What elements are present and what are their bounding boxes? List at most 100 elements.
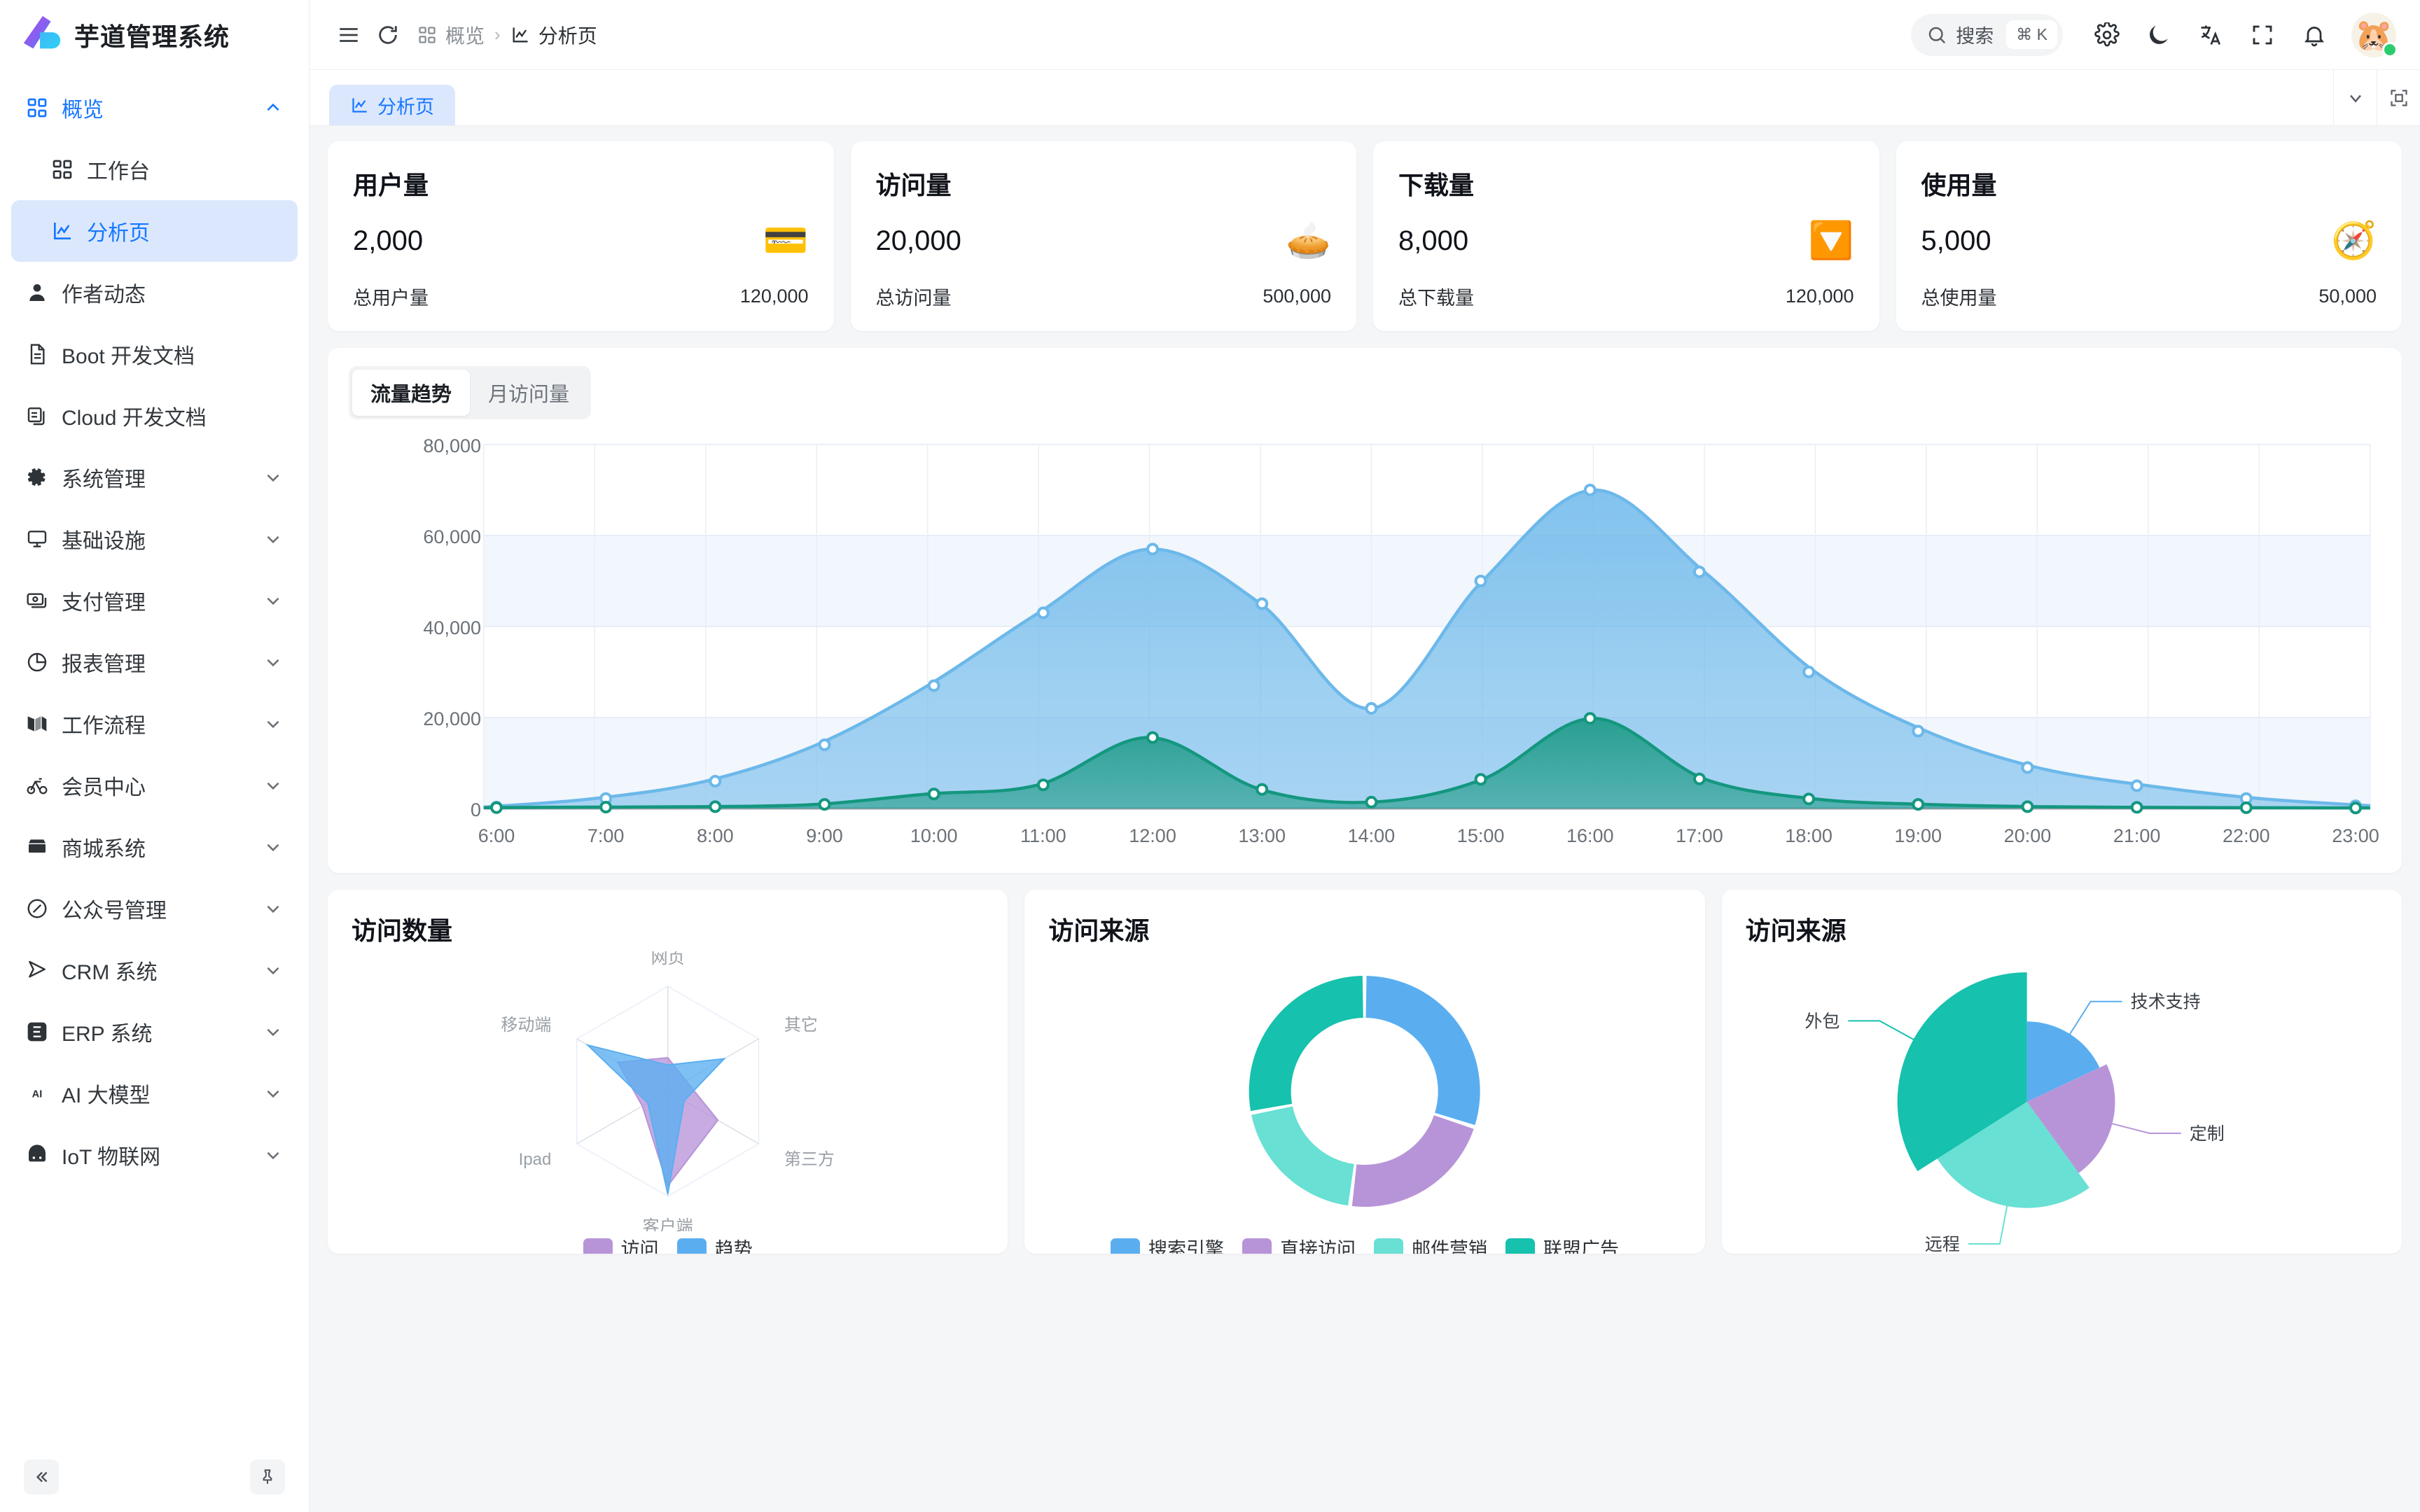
- breadcrumb-item-analysis[interactable]: 分析页: [510, 21, 597, 49]
- chevron-down-icon[interactable]: [263, 713, 284, 734]
- avatar[interactable]: 🐹: [2351, 12, 2398, 57]
- sidebar-item-infrastructure[interactable]: 基础设施: [11, 508, 298, 570]
- donut-legend: 搜索引擎 直接访问 邮件营销: [1048, 1234, 1681, 1254]
- svg-text:20,000: 20,000: [423, 708, 481, 729]
- legend-swatch: [676, 1238, 707, 1254]
- svg-text:12:00: 12:00: [1129, 825, 1176, 846]
- breadcrumb-label: 分析页: [538, 24, 597, 47]
- trend-tab-monthly[interactable]: 月访问量: [488, 384, 570, 406]
- chevron-down-icon[interactable]: [263, 652, 284, 673]
- bell-icon[interactable]: [2293, 13, 2336, 57]
- legend-item-direct-visit[interactable]: 直接访问: [1242, 1234, 1356, 1254]
- sidebar-item-payment-management[interactable]: 支付管理: [11, 570, 298, 631]
- legend-label: 联盟广告: [1543, 1239, 1619, 1254]
- grid-icon: [25, 96, 49, 120]
- stat-card-foot-value: 120,000: [739, 286, 809, 307]
- refresh-icon[interactable]: [368, 15, 408, 55]
- collapse-sidebar-button[interactable]: [24, 1460, 59, 1494]
- chevron-down-icon[interactable]: [263, 1083, 284, 1104]
- compass-clock-icon: 🧭: [2331, 220, 2377, 261]
- card-title: 访问来源: [1048, 916, 1150, 945]
- sidebar-item-author-news[interactable]: 作者动态: [11, 262, 298, 323]
- stat-card-foot-value: 50,000: [2318, 286, 2377, 307]
- brand[interactable]: 芋道管理系统: [0, 0, 309, 70]
- chevron-down-icon[interactable]: [263, 1021, 284, 1042]
- sidebar-item-erp-system[interactable]: ERP 系统: [11, 1001, 298, 1063]
- chevron-down-icon[interactable]: [263, 775, 284, 796]
- chevron-down-icon[interactable]: [263, 467, 284, 488]
- chevron-down-icon[interactable]: [2333, 69, 2377, 126]
- breadcrumb-item-overview[interactable]: 概览: [417, 21, 485, 49]
- chevron-down-icon[interactable]: [263, 590, 284, 611]
- sidebar-item-workbench[interactable]: 工作台: [11, 139, 298, 200]
- sidebar-item-iot[interactable]: IoT 物联网: [11, 1124, 298, 1186]
- sidebar-item-ai-model[interactable]: AI AI 大模型: [11, 1063, 298, 1124]
- donut-chart: 搜索引擎 直接访问 邮件营销: [1048, 951, 1681, 1254]
- svg-text:客户端: 客户端: [643, 1217, 693, 1231]
- svg-text:0: 0: [471, 799, 481, 820]
- legend-item-visit[interactable]: 访问: [583, 1234, 659, 1254]
- shop-icon: [25, 835, 49, 859]
- gear-icon[interactable]: [2085, 13, 2129, 57]
- svg-text:80,000: 80,000: [423, 438, 481, 456]
- topbar: 概览 › 分析页 搜索 ⌘ K: [310, 0, 2420, 70]
- fullscreen-icon[interactable]: [2241, 13, 2284, 57]
- hamburger-icon[interactable]: [329, 15, 368, 55]
- chevron-down-icon[interactable]: [263, 1144, 284, 1166]
- sidebar-item-workflow[interactable]: 工作流程: [11, 693, 298, 755]
- sidebar-item-analysis[interactable]: 分析页: [11, 200, 298, 262]
- stat-card-title: 下载量: [1398, 171, 1475, 200]
- chevron-up-icon[interactable]: [263, 97, 284, 118]
- sidebar-item-member-center[interactable]: 会员中心: [11, 755, 298, 816]
- sidebar-item-boot-docs[interactable]: Boot 开发文档: [11, 323, 298, 385]
- sidebar-item-overview[interactable]: 概览: [11, 77, 298, 139]
- sidebar-item-label: 会员中心: [62, 776, 146, 799]
- svg-text:6:00: 6:00: [478, 825, 515, 846]
- sidebar-item-label: 公众号管理: [62, 899, 167, 923]
- iot-icon: [25, 1143, 49, 1167]
- expand-screen-icon[interactable]: [2377, 69, 2420, 126]
- sidebar-item-official-account[interactable]: 公众号管理: [11, 878, 298, 939]
- sidebar-menu: 概览 工作台 分析页 作者动: [0, 70, 309, 1442]
- tab-analysis[interactable]: 分析页: [329, 85, 455, 125]
- visit-count-card: 访问数量 网页 其它 第三方 客户端 Ipad 移动端 访问 趋势: [328, 890, 1008, 1254]
- svg-text:9:00: 9:00: [806, 825, 843, 846]
- svg-text:17:00: 17:00: [1676, 825, 1723, 846]
- legend-item-email-marketing[interactable]: 邮件营销: [1373, 1234, 1487, 1254]
- svg-text:网页: 网页: [651, 951, 685, 967]
- svg-text:第三方: 第三方: [784, 1150, 835, 1169]
- sidebar-item-label: ERP 系统: [62, 1023, 153, 1046]
- sidebar-item-crm-system[interactable]: CRM 系统: [11, 939, 298, 1001]
- sidebar-item-cloud-docs[interactable]: Cloud 开发文档: [11, 385, 298, 447]
- legend-item-search-engine[interactable]: 搜索引擎: [1110, 1234, 1224, 1254]
- pin-icon[interactable]: [250, 1460, 285, 1494]
- sidebar-item-label: 基础设施: [62, 530, 146, 553]
- svg-text:16:00: 16:00: [1566, 825, 1614, 846]
- sidebar-item-label: 系统管理: [62, 468, 146, 491]
- svg-text:10:00: 10:00: [910, 825, 958, 846]
- stat-card-visits: 访问量 20,000 🥧 总访问量 500,000: [850, 141, 1356, 331]
- analytics-icon: [352, 97, 367, 113]
- document-icon: [25, 342, 49, 366]
- search-input[interactable]: 搜索 ⌘ K: [1911, 13, 2063, 56]
- trend-tab-traffic[interactable]: 流量趋势: [352, 370, 471, 416]
- chevron-down-icon[interactable]: [263, 836, 284, 858]
- translate-icon[interactable]: [2189, 13, 2232, 57]
- svg-text:11:00: 11:00: [1020, 825, 1066, 846]
- chevron-down-icon[interactable]: [263, 898, 284, 919]
- sidebar-item-report-management[interactable]: 报表管理: [11, 631, 298, 693]
- sidebar-item-system-management[interactable]: 系统管理: [11, 447, 298, 508]
- chevron-down-icon[interactable]: [263, 960, 284, 981]
- moon-icon[interactable]: [2137, 13, 2181, 57]
- compass-icon: [25, 897, 49, 920]
- svg-text:14:00: 14:00: [1348, 825, 1396, 846]
- legend-item-trend[interactable]: 趋势: [676, 1234, 753, 1254]
- svg-text:19:00: 19:00: [1895, 825, 1942, 846]
- chevron-down-icon[interactable]: [263, 528, 284, 550]
- legend-item-affiliate-ads[interactable]: 联盟广告: [1505, 1234, 1619, 1254]
- stat-card-foot-label: 总下载量: [1398, 288, 1474, 309]
- svg-text:15:00: 15:00: [1457, 825, 1505, 846]
- sidebar-item-mall-system[interactable]: 商城系统: [11, 816, 298, 878]
- sidebar-item-label: 商城系统: [62, 838, 146, 861]
- sidebar-item-label: 支付管理: [62, 592, 146, 615]
